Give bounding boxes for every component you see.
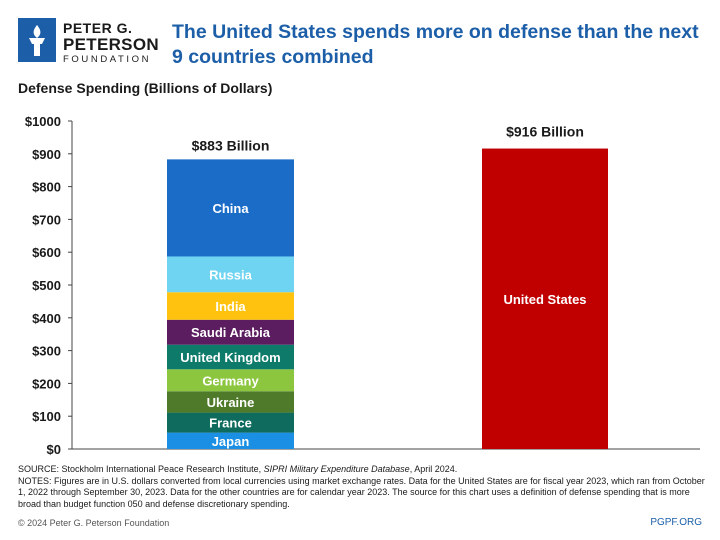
- y-tick-label: $700: [32, 212, 61, 227]
- stacked-bar-segment: [167, 391, 294, 413]
- logo-text-line2: PETERSON: [63, 35, 159, 54]
- logo-text-line1: PETER G.: [63, 20, 133, 36]
- y-tick-label: $200: [32, 376, 61, 391]
- y-tick-label: $300: [32, 344, 61, 359]
- segment-label: United Kingdom: [180, 350, 280, 365]
- segment-label: Japan: [212, 434, 250, 449]
- segment-label: China: [212, 201, 249, 216]
- segment-label: Germany: [202, 373, 259, 388]
- segment-label: Ukraine: [207, 395, 255, 410]
- chart-title: The United States spends more on defense…: [172, 21, 699, 68]
- segment-label: Russia: [209, 267, 252, 282]
- segment-label: Saudi Arabia: [191, 325, 271, 340]
- segment-label: France: [209, 416, 252, 431]
- notes-text: NOTES: Figures are in U.S. dollars conve…: [18, 475, 705, 509]
- y-tick-label: $800: [32, 180, 61, 195]
- stacked-bar-segment: [167, 369, 294, 392]
- source-prefix: SOURCE: Stockholm International Peace Re…: [18, 464, 264, 474]
- site-link[interactable]: PGPF.ORG: [650, 517, 702, 528]
- y-tick-label: $900: [32, 147, 61, 162]
- copyright-text: © 2024 Peter G. Peterson Foundation: [18, 518, 170, 528]
- us-bar-label: United States: [503, 292, 586, 307]
- y-tick-label: $1000: [25, 114, 61, 129]
- us-bar-total-label: $916 Billion: [506, 124, 584, 140]
- y-tick-label: $500: [32, 278, 61, 293]
- stacked-bar-segment: [167, 344, 294, 370]
- stacked-bar-total-label: $883 Billion: [192, 137, 270, 153]
- stacked-bar-segment: [167, 292, 294, 320]
- us-bar: [482, 148, 608, 449]
- chart-subtitle: Defense Spending (Billions of Dollars): [18, 80, 273, 96]
- y-tick-label: $600: [32, 245, 61, 260]
- y-tick-label: $400: [32, 311, 61, 326]
- bar-chart: $0 $100 $200 $300 $400 $500 $600 $700 $800 $900 $1…: [25, 114, 700, 457]
- peterson-foundation-logo: PETER G. PETERSON FOUNDATION: [18, 18, 159, 68]
- stacked-bar-segment: [167, 432, 294, 449]
- source-note: SOURCE: Stockholm International Peace Re…: [18, 464, 708, 476]
- logo-text-line3: FOUNDATION: [63, 54, 152, 65]
- stacked-bar-segment: [167, 319, 294, 345]
- source-suffix: , April 2024.: [409, 464, 458, 474]
- source-title: SIPRI Military Expenditure Database: [263, 464, 410, 474]
- stacked-bar-segment: [167, 256, 294, 293]
- stacked-bar-segment: [167, 159, 294, 257]
- torch-icon: [18, 18, 56, 62]
- stacked-bar-segment: [167, 412, 294, 433]
- chart-notes: SOURCE: Stockholm International Peace Re…: [18, 464, 708, 510]
- segment-label: India: [215, 299, 246, 314]
- y-tick-label: $0: [47, 442, 61, 457]
- y-tick-label: $100: [32, 409, 61, 424]
